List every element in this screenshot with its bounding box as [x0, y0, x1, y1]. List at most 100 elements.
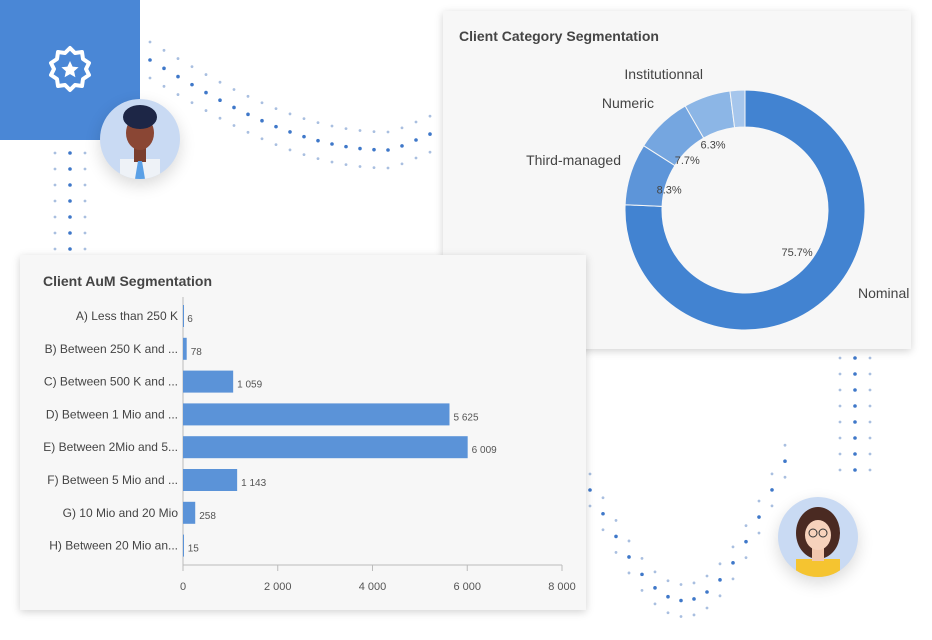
dot [838, 420, 842, 424]
dot [218, 80, 222, 84]
dot [274, 107, 278, 111]
dot [232, 124, 236, 127]
dot [838, 452, 842, 456]
dot [868, 404, 872, 408]
dot [274, 143, 278, 147]
dot [868, 468, 872, 472]
dot [770, 472, 774, 476]
dot [853, 372, 857, 376]
dot [302, 134, 306, 139]
dot [853, 404, 857, 408]
dot [83, 151, 87, 155]
dot [53, 151, 57, 155]
slice-percent-label: 7.7% [675, 155, 700, 167]
bar [183, 337, 187, 360]
bar-title: Client AuM Segmentation [43, 273, 213, 289]
dot [288, 130, 292, 134]
dot [679, 583, 683, 586]
value-label: 6 [187, 314, 193, 325]
dot [679, 615, 683, 618]
dot [162, 84, 166, 88]
dot [853, 388, 857, 392]
dot [692, 581, 696, 585]
dot [68, 151, 72, 155]
dot [316, 157, 320, 161]
dot [757, 531, 761, 535]
dot [731, 577, 735, 581]
dot [400, 144, 404, 148]
dot [204, 109, 208, 112]
dot [588, 488, 592, 492]
dot [302, 117, 306, 121]
dot [640, 588, 644, 592]
dot [868, 372, 872, 376]
dot [372, 166, 376, 170]
bar [183, 403, 450, 426]
dot [414, 120, 418, 124]
dot [330, 160, 334, 164]
dot [83, 199, 87, 203]
dot [853, 356, 857, 360]
dot [868, 356, 872, 360]
avatar-woman [778, 497, 858, 577]
dot [731, 545, 735, 549]
bar [183, 469, 238, 491]
dot [853, 452, 857, 456]
dot [162, 66, 166, 71]
dot [190, 101, 194, 105]
dot [679, 598, 683, 603]
dot [68, 199, 72, 203]
donut-slice [624, 89, 866, 331]
dot [783, 459, 787, 463]
dot [614, 534, 618, 539]
dot [757, 515, 761, 519]
gear-star-icon [49, 46, 91, 92]
dot [330, 142, 334, 146]
dot [601, 528, 605, 532]
dot [190, 82, 194, 87]
x-tick-label: 8 000 [548, 581, 576, 593]
dot [83, 167, 87, 171]
x-tick-label: 0 [180, 581, 186, 593]
dot [601, 511, 605, 516]
dot [246, 112, 250, 117]
dot [868, 388, 872, 392]
dot [757, 499, 761, 503]
category-label: F) Between 5 Mio and ... [47, 473, 178, 487]
dot [705, 606, 709, 610]
dot [400, 126, 404, 130]
dot [653, 570, 657, 574]
dot [83, 231, 87, 235]
dot [744, 556, 748, 560]
dot [344, 127, 348, 131]
value-label: 1 143 [241, 478, 266, 489]
dot [176, 74, 180, 79]
dot [148, 40, 152, 44]
dot [53, 183, 57, 187]
dot [274, 124, 278, 129]
dot [218, 98, 222, 102]
category-label: C) Between 500 K and ... [44, 375, 178, 389]
dot [232, 105, 236, 110]
slice-percent-label: 6.3% [701, 140, 726, 152]
dot [246, 94, 250, 98]
slice-category-label: Institutionnal [624, 66, 703, 82]
dot [83, 215, 87, 219]
dot [838, 468, 842, 472]
dot [868, 420, 872, 424]
dot [302, 153, 306, 157]
value-label: 15 [188, 544, 200, 555]
dot [176, 57, 180, 60]
dot [260, 137, 264, 141]
dot [428, 150, 432, 154]
dot [204, 73, 208, 76]
dot [653, 586, 657, 590]
x-tick-label: 2 000 [264, 581, 292, 593]
slice-category-label: Third-managed [526, 152, 621, 168]
dot [288, 148, 292, 152]
category-label: B) Between 250 K and ... [45, 342, 178, 356]
dot [68, 247, 72, 251]
dot [718, 594, 722, 598]
dot [400, 162, 404, 166]
dot [614, 551, 618, 554]
